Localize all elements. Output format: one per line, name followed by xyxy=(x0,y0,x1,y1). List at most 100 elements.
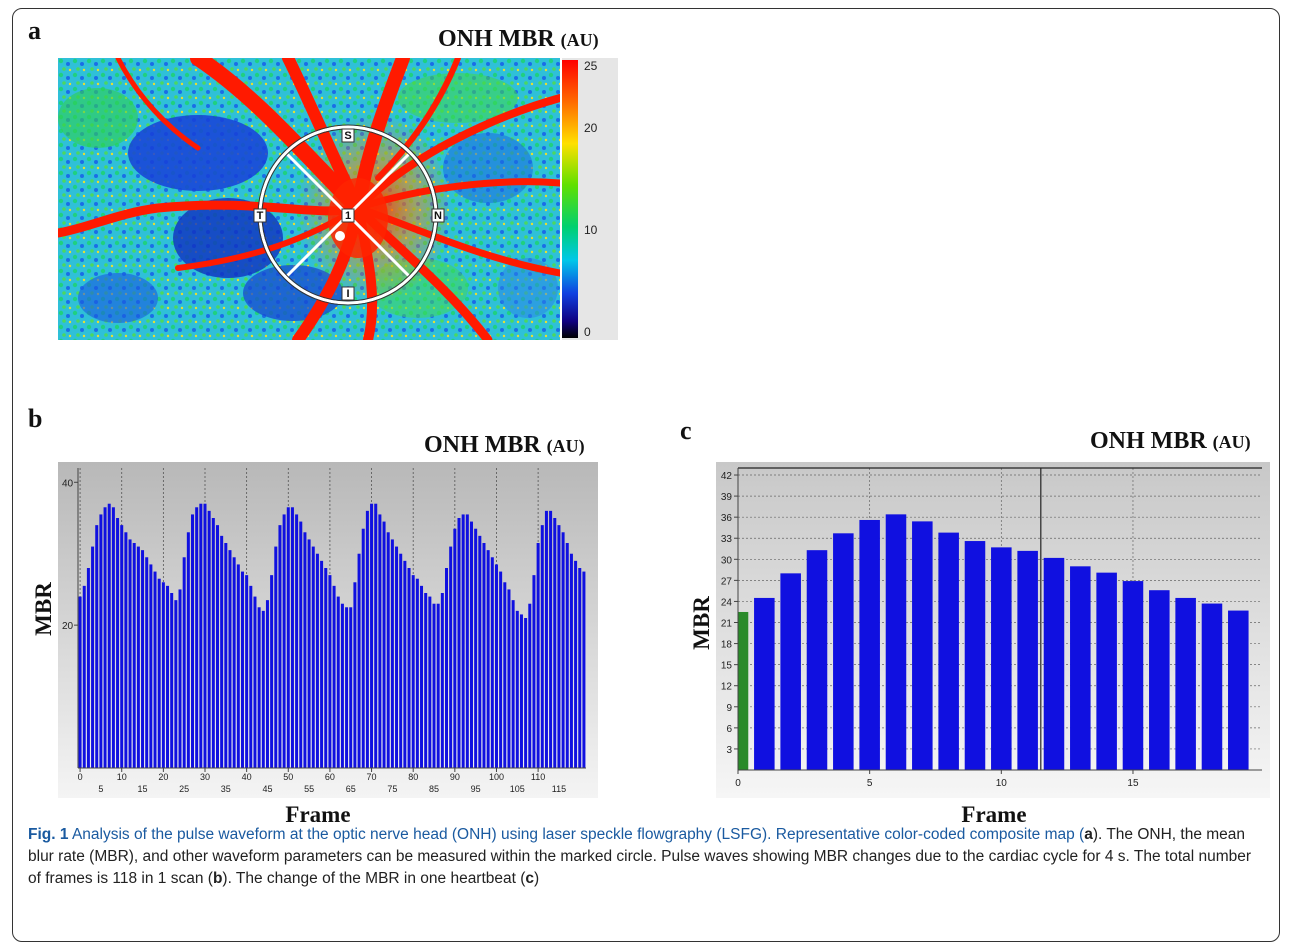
chart-b-xtick-label: 65 xyxy=(346,784,356,794)
chart-b-bar xyxy=(261,610,265,768)
chart-b-xlabel: Frame xyxy=(285,802,351,827)
chart-c-ytick-label: 6 xyxy=(726,724,732,735)
chart-b-bar xyxy=(320,560,324,768)
caption-ref-a: a xyxy=(1084,826,1093,843)
colorbar-tick-25: 25 xyxy=(584,59,598,73)
chart-b-bar xyxy=(574,560,578,768)
chart-b-bar xyxy=(544,510,548,768)
chart-b-xtick-label: 90 xyxy=(450,772,460,782)
chart-b-bar xyxy=(482,543,486,768)
caption-text-3: ) xyxy=(534,870,540,887)
caption-text-1: ). The ONH, the mean blur rate (MBR), an… xyxy=(28,826,1252,887)
chart-c-ytick-label: 42 xyxy=(721,471,733,482)
chart-b-xtick-label: 50 xyxy=(283,772,293,782)
chart-b-bar xyxy=(349,607,353,768)
chart-b-bar xyxy=(99,514,103,768)
chart-b-bar xyxy=(565,543,569,768)
chart-b-xtick-label: 115 xyxy=(552,784,566,794)
chart-b-bar xyxy=(78,596,82,768)
chart-b-bar xyxy=(578,568,582,768)
chart-b-bar xyxy=(345,607,349,768)
chart-b-bar xyxy=(370,503,374,768)
chart-c-bar xyxy=(754,597,775,770)
chart-c-bar xyxy=(964,541,986,770)
chart-c-bar xyxy=(1017,550,1038,770)
chart-b-xtick-label: 100 xyxy=(489,772,504,782)
chart-c-bar xyxy=(833,533,854,770)
chart-b-bar xyxy=(511,600,515,768)
chart-c-bar xyxy=(1070,566,1091,770)
chart-b-xtick-label: 45 xyxy=(262,784,272,794)
chart-c-bar xyxy=(1149,590,1170,770)
caption-ref-c: c xyxy=(525,870,535,887)
chart-b-xtick-label: 110 xyxy=(531,772,545,782)
chart-b-ytick-label: 20 xyxy=(62,621,74,632)
chart-b-bar xyxy=(524,618,528,768)
chart-b-xtick-label: 10 xyxy=(117,772,127,782)
chart-c-bar xyxy=(912,521,933,770)
chart-b-xtick-label: 85 xyxy=(429,784,439,794)
chart-b-bar xyxy=(249,585,253,768)
chart-b-bar xyxy=(549,510,553,768)
chart-b-xtick-label: 105 xyxy=(510,784,525,794)
chart-b-bar xyxy=(220,535,224,768)
chart-b-bar xyxy=(407,568,411,768)
chart-b-bar xyxy=(132,543,136,768)
chart-b-bar xyxy=(519,614,523,768)
chart-b-bar xyxy=(270,575,274,768)
chart-b-bar xyxy=(136,546,140,768)
chart-c-bar xyxy=(1043,557,1065,770)
chart-b-bar xyxy=(141,550,145,768)
chart-c-ytick-label: 27 xyxy=(721,576,733,587)
chart-c-bar xyxy=(1096,572,1117,770)
chart-b-bar xyxy=(315,553,319,768)
chart-b-bar xyxy=(569,553,573,768)
chart-b-bar xyxy=(499,571,503,768)
chart-b-bar xyxy=(382,521,386,768)
chart-c-bar xyxy=(885,514,907,770)
chart-b-bar xyxy=(174,600,178,768)
chart-b-bar xyxy=(399,553,403,768)
chart-b-bar xyxy=(295,514,299,768)
chart-c-xtick-label: 10 xyxy=(996,778,1008,789)
panel-a-letter: a xyxy=(28,16,41,45)
chart-b-bar xyxy=(253,596,257,768)
chart-b-bar xyxy=(478,535,482,768)
chart-b-bar xyxy=(236,564,240,768)
chart-b-ylabel: MBR xyxy=(31,582,56,636)
center-label: 1 xyxy=(345,210,351,222)
chart-c-ytick-label: 39 xyxy=(721,492,733,503)
chart-b-bar xyxy=(203,503,207,768)
chart-c-bar xyxy=(938,532,959,770)
chart-c-ytick-label: 9 xyxy=(726,703,732,714)
chart-c-ytick-label: 33 xyxy=(721,534,733,545)
panel-b-title-unit: (AU) xyxy=(546,436,585,456)
chart-b-bar xyxy=(474,528,478,768)
chart-b-bar xyxy=(494,564,498,768)
chart-b-bar xyxy=(420,585,424,768)
sector-label-i: I xyxy=(346,288,349,300)
chart-c-xtick-label: 0 xyxy=(735,778,741,789)
chart-b-bar xyxy=(207,510,211,768)
chart-b-bar xyxy=(461,514,465,768)
chart-b-bar xyxy=(178,589,182,768)
chart-b-bar xyxy=(340,603,344,768)
caption-text-2: ). The change of the MBR in one heartbea… xyxy=(222,870,526,887)
chart-c-xlabel: Frame xyxy=(961,802,1027,827)
chart-b-bar xyxy=(265,600,269,768)
chart-b-bar xyxy=(386,532,390,768)
chart-b-bar xyxy=(166,585,170,768)
chart-b-bar xyxy=(91,546,95,768)
chart-c-bar xyxy=(859,519,880,770)
colorbar-tick-0: 0 xyxy=(584,325,591,339)
chart-c-bar xyxy=(991,547,1012,770)
caption-ref-b: b xyxy=(212,870,223,887)
chart-b-bar xyxy=(107,503,111,768)
chart-b-bar xyxy=(436,603,440,768)
chart-c-bar xyxy=(1201,603,1223,770)
chart-b-bar xyxy=(307,539,311,768)
chart-b-xtick-label: 25 xyxy=(179,784,189,794)
chart-b-bar xyxy=(336,596,340,768)
chart-c-bar xyxy=(806,550,828,770)
panel-a-title: ONH MBR (AU) xyxy=(438,26,599,53)
